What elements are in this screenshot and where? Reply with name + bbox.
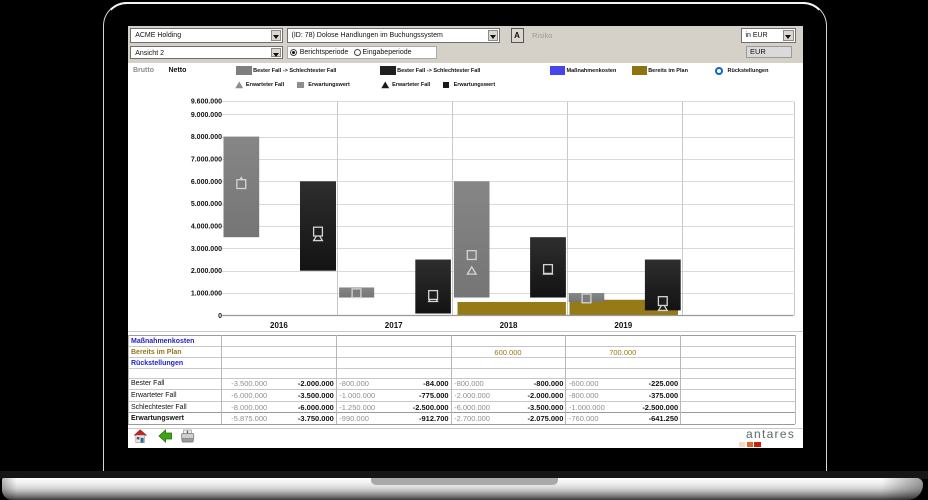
svg-text:2018: 2018 [499, 321, 517, 330]
svg-text:9.600.000: 9.600.000 [190, 98, 221, 105]
svg-text:9.000.000: 9.000.000 [190, 112, 221, 119]
svg-text:4.000.000: 4.000.000 [190, 224, 221, 231]
svg-text:0: 0 [218, 313, 222, 320]
svg-text:1.000.000: 1.000.000 [190, 291, 221, 298]
svg-text:5.000.000: 5.000.000 [190, 201, 221, 208]
svg-text:8.000.000: 8.000.000 [190, 134, 221, 141]
svg-text:7.000.000: 7.000.000 [190, 156, 221, 163]
svg-text:2019: 2019 [614, 321, 632, 330]
svg-text:2017: 2017 [384, 321, 402, 330]
svg-text:2016: 2016 [270, 321, 288, 330]
svg-text:2.000.000: 2.000.000 [190, 268, 221, 275]
svg-text:3.000.000: 3.000.000 [190, 246, 221, 253]
svg-text:6.000.000: 6.000.000 [190, 179, 221, 186]
